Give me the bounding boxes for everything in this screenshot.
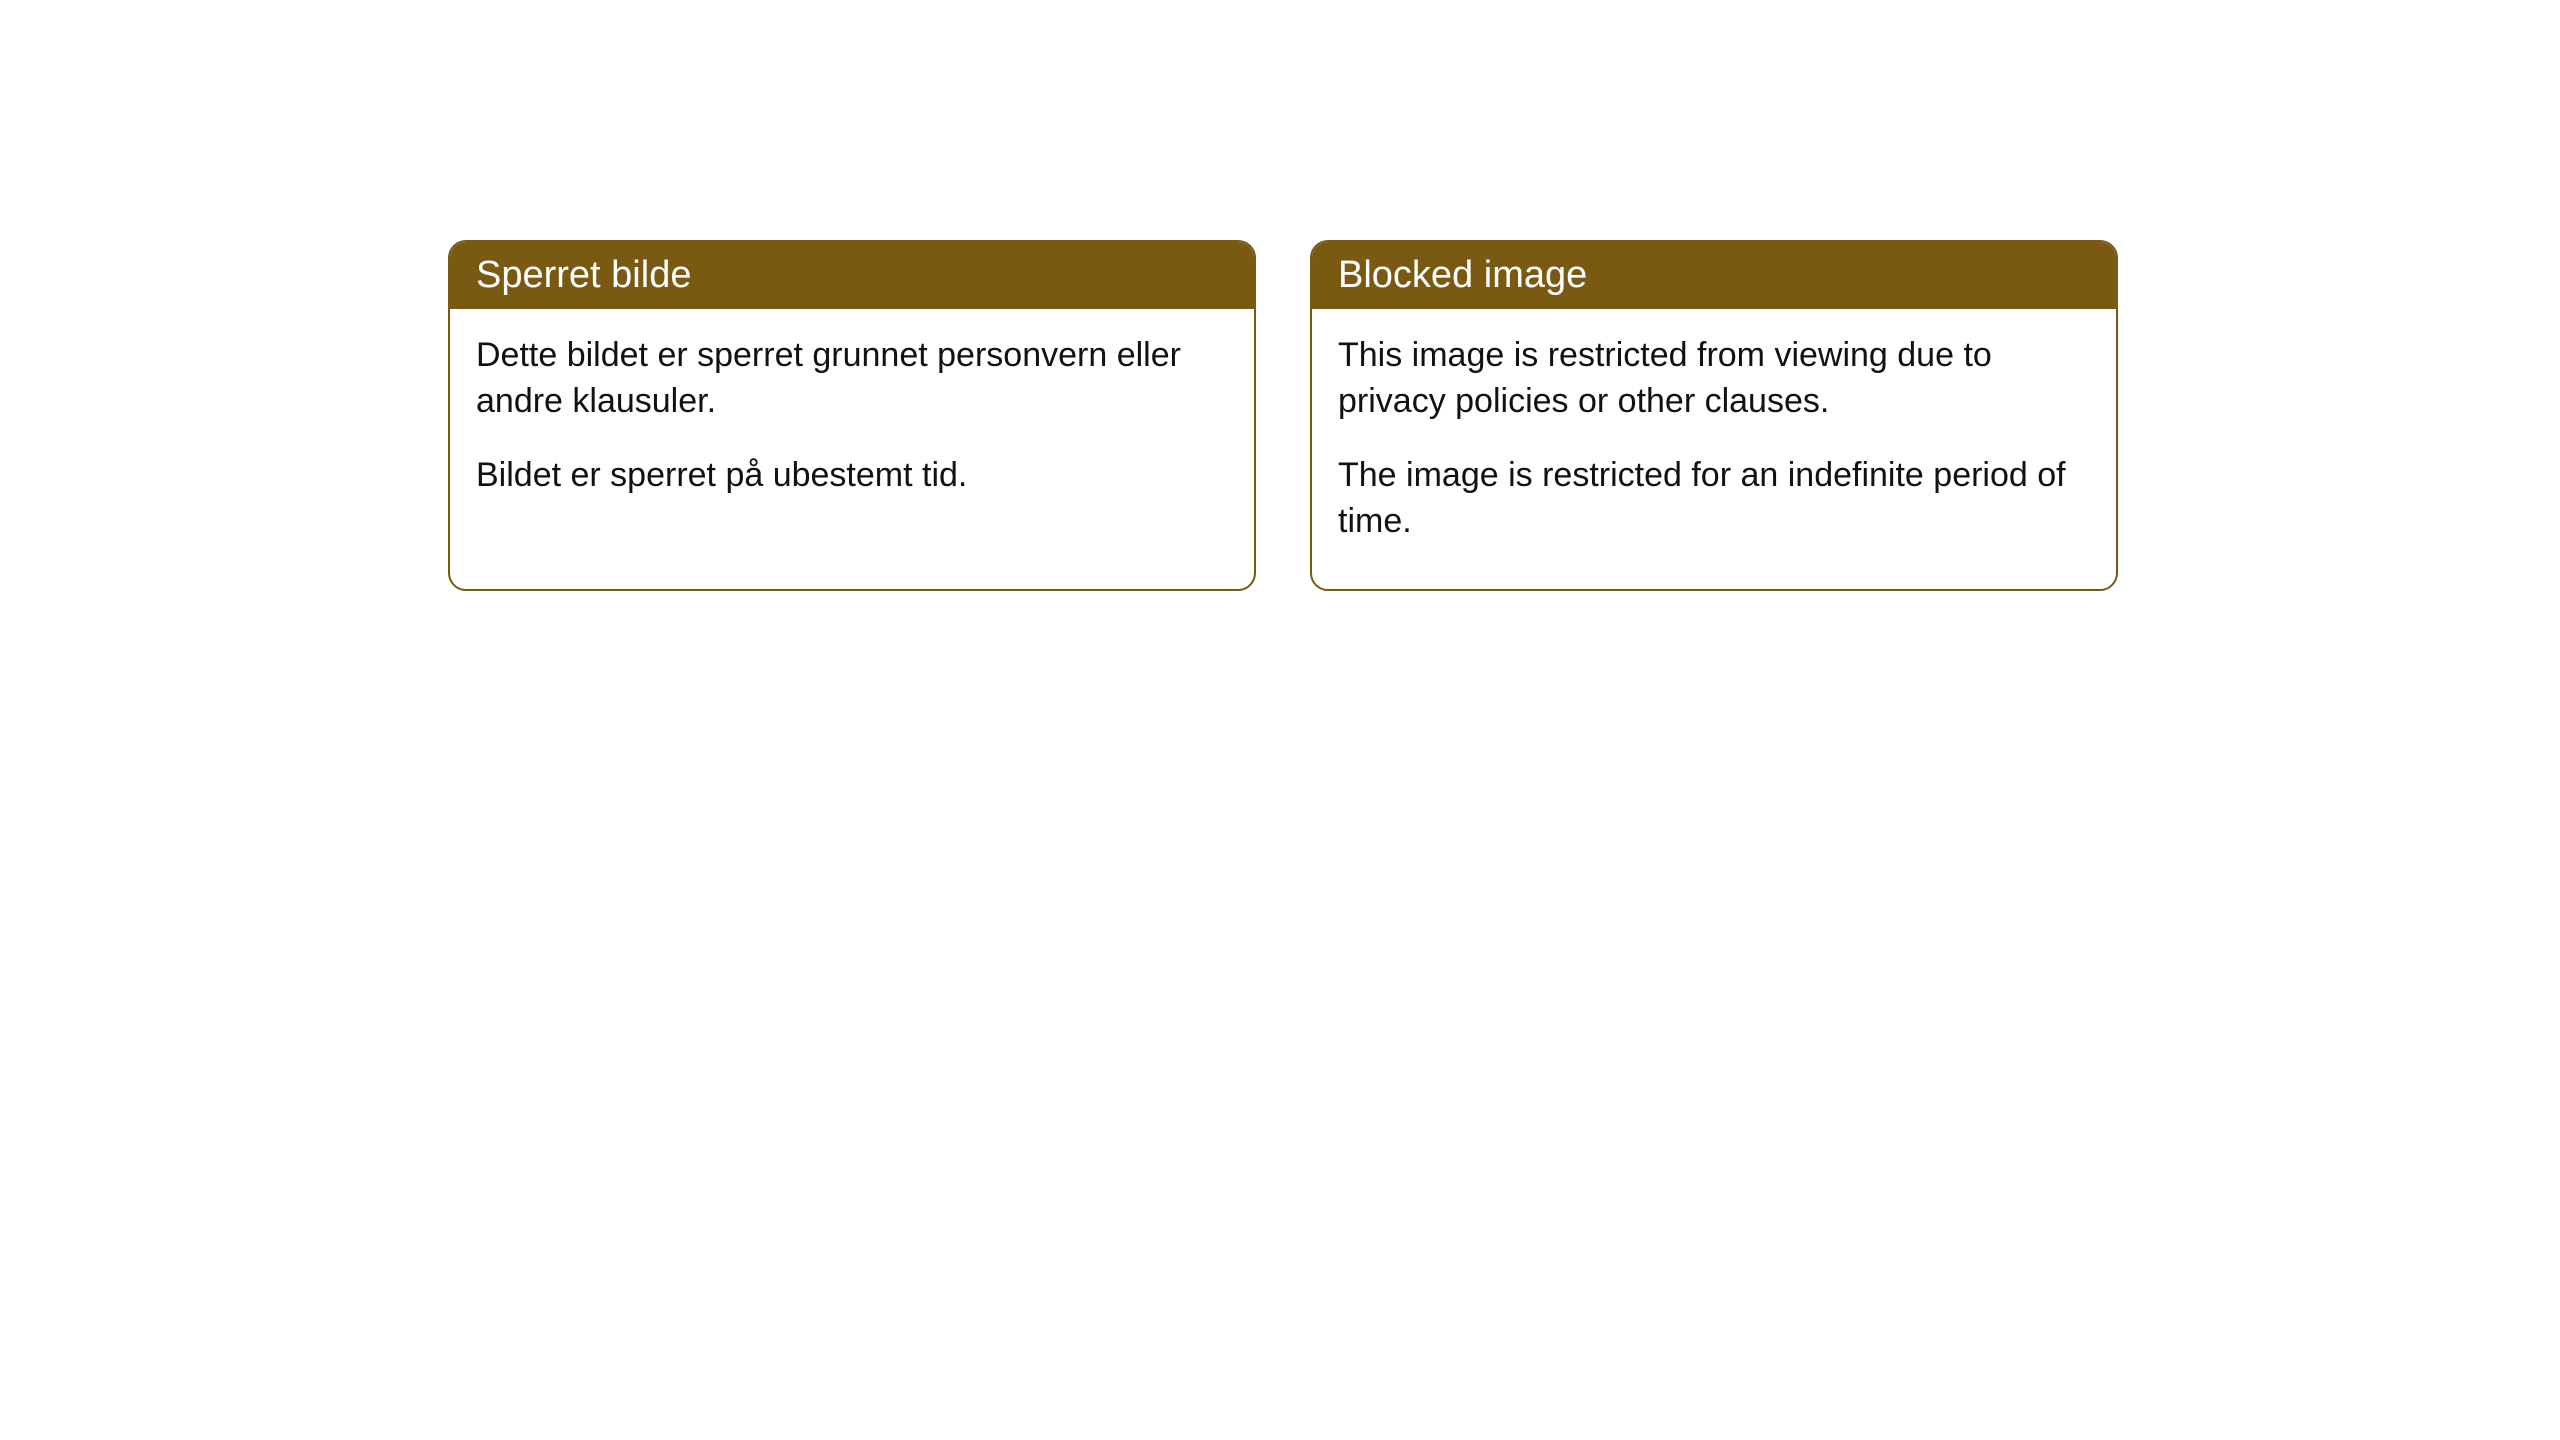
card-body: Dette bildet er sperret grunnet personve… xyxy=(450,309,1254,543)
card-paragraph: Dette bildet er sperret grunnet personve… xyxy=(476,333,1228,425)
card-paragraph: The image is restricted for an indefinit… xyxy=(1338,453,2090,545)
notice-card-english: Blocked image This image is restricted f… xyxy=(1310,240,2118,591)
card-paragraph: Bildet er sperret på ubestemt tid. xyxy=(476,453,1228,499)
card-header: Blocked image xyxy=(1312,242,2116,309)
notice-container: Sperret bilde Dette bildet er sperret gr… xyxy=(448,240,2118,591)
card-paragraph: This image is restricted from viewing du… xyxy=(1338,333,2090,425)
card-header: Sperret bilde xyxy=(450,242,1254,309)
notice-card-norwegian: Sperret bilde Dette bildet er sperret gr… xyxy=(448,240,1256,591)
card-body: This image is restricted from viewing du… xyxy=(1312,309,2116,589)
card-title: Blocked image xyxy=(1338,254,1587,296)
card-title: Sperret bilde xyxy=(476,254,691,296)
